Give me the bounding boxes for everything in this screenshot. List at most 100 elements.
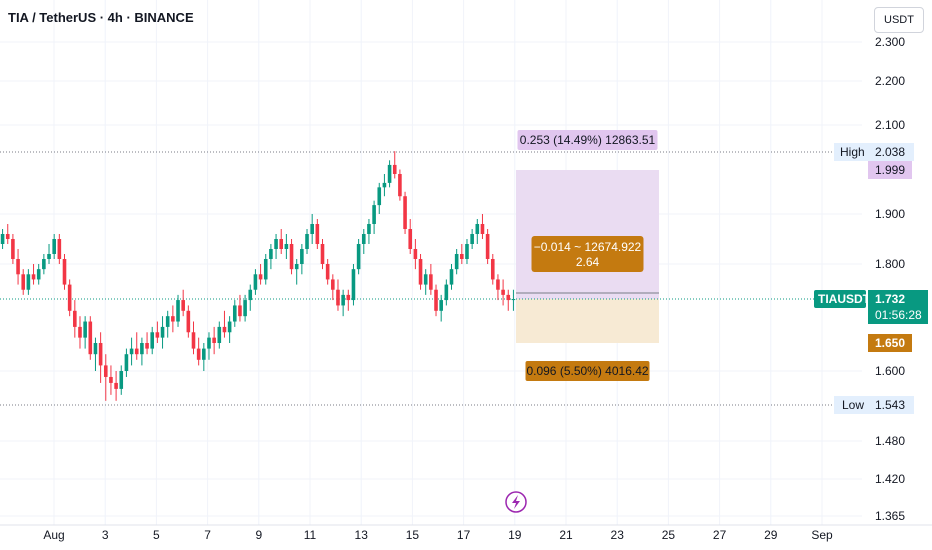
candle-body (367, 224, 371, 234)
symbol-title[interactable]: TIA / TetherUS · 4h · BINANCE (8, 10, 194, 25)
candle-body (279, 239, 284, 249)
y-tick-label: 2.200 (875, 74, 905, 88)
candle-body (42, 259, 46, 270)
candle-body (232, 305, 237, 322)
high-value: 2.038 (875, 145, 905, 159)
candle-body (88, 321, 93, 355)
candle-body (129, 348, 134, 355)
x-tick-label: Aug (43, 528, 64, 542)
candle-body (320, 244, 325, 264)
candle-body (429, 274, 433, 290)
candle-body (93, 343, 98, 355)
candle-body (109, 376, 113, 383)
candle-body (114, 382, 118, 389)
candle-body (222, 326, 227, 333)
bar-countdown: 01:56:28 (875, 308, 922, 322)
candle-body (398, 174, 402, 197)
candle-body (5, 234, 10, 239)
candle-body (62, 259, 67, 285)
x-tick-label: 7 (204, 528, 211, 542)
target-price-tag: 1.999 (868, 161, 912, 179)
center-label-line1: −0.014 ~ 12674.922 (534, 240, 642, 254)
candle-body (501, 289, 505, 295)
candle-body (47, 254, 51, 259)
candle-body (207, 337, 211, 349)
candle-body (119, 371, 124, 389)
target-label-text: 0.253 (14.49%) 12863.51 (520, 133, 656, 147)
candle-body (171, 316, 175, 322)
candle-body (0, 234, 5, 244)
candle-body (460, 254, 464, 259)
currency-button[interactable]: USDT (874, 7, 924, 33)
candle-body (387, 164, 392, 183)
candle-body (465, 244, 469, 259)
center-label: −0.014 ~ 12674.922 2.64 (531, 236, 644, 272)
candle-body (325, 264, 330, 280)
last-price-value: 1.732 (875, 292, 905, 306)
candle-body (253, 274, 258, 290)
candle-body (300, 249, 304, 264)
y-tick-label: 1.480 (875, 434, 905, 448)
candle-body (284, 244, 289, 249)
candlestick-series (0, 151, 516, 401)
y-tick-label: 2.100 (875, 118, 905, 132)
loss-zone[interactable] (516, 299, 659, 343)
candle-body (480, 224, 485, 234)
stop-price-value: 1.650 (875, 336, 905, 350)
candle-body (155, 332, 160, 338)
candle-body (186, 310, 191, 333)
x-tick-label: 19 (508, 528, 522, 542)
candle-body (83, 321, 87, 338)
candle-body (294, 264, 299, 270)
candle-body (160, 326, 165, 338)
candle-body (73, 310, 77, 327)
candle-body (78, 326, 82, 338)
symbol-price-tag: TIAUSDT 1.732 01:56:28 (814, 290, 928, 324)
candle-body (490, 259, 495, 280)
stop-price-tag: 1.650 (868, 334, 912, 352)
x-tick-label: Sep (811, 528, 833, 542)
candle-body (140, 343, 144, 355)
candle-body (315, 224, 320, 244)
x-tick-label: 5 (153, 528, 160, 542)
candle-body (243, 300, 247, 317)
low-value: 1.543 (875, 398, 905, 412)
candle-body (305, 234, 309, 249)
y-tick-label: 1.365 (875, 509, 905, 523)
x-tick-label: 25 (662, 528, 676, 542)
candle-body (217, 326, 222, 343)
x-tick-label: 17 (457, 528, 471, 542)
low-label: Low (842, 398, 864, 412)
long-position-tool[interactable] (516, 170, 659, 343)
high-marker: High 2.038 (834, 143, 914, 161)
y-tick-label: 1.900 (875, 207, 905, 221)
time-axis[interactable]: Aug 3 5 7 9 11 13 15 17 19 21 23 25 27 29 Sep (0, 524, 932, 542)
y-tick-label: 1.600 (875, 364, 905, 378)
price-axis[interactable]: 2.300 2.200 2.100 1.900 1.800 1.600 1.480 1.420… (875, 35, 905, 523)
lightning-icon[interactable] (505, 491, 527, 513)
candle-body (16, 259, 20, 275)
candle-body (103, 365, 108, 377)
candle-body (408, 229, 413, 249)
candle-body (496, 279, 500, 290)
x-tick-label: 15 (406, 528, 420, 542)
candle-body (165, 316, 170, 327)
x-tick-label: 11 (304, 528, 317, 542)
candle-body (202, 348, 206, 360)
x-tick-label: 21 (559, 528, 573, 542)
symbol-name: TIAUSDT (818, 292, 871, 306)
y-tick-label: 1.420 (875, 472, 905, 486)
candle-body (377, 187, 382, 206)
candle-body (67, 284, 72, 311)
candle-body (372, 205, 376, 224)
candle-body (382, 182, 387, 188)
candle-body (98, 343, 103, 366)
profit-zone[interactable] (516, 170, 659, 299)
candle-body (196, 348, 201, 360)
candle-body (403, 196, 407, 229)
candle-body (351, 269, 356, 301)
y-tick-label: 1.800 (875, 257, 905, 271)
candle-body (36, 269, 41, 280)
candle-body (191, 332, 196, 349)
